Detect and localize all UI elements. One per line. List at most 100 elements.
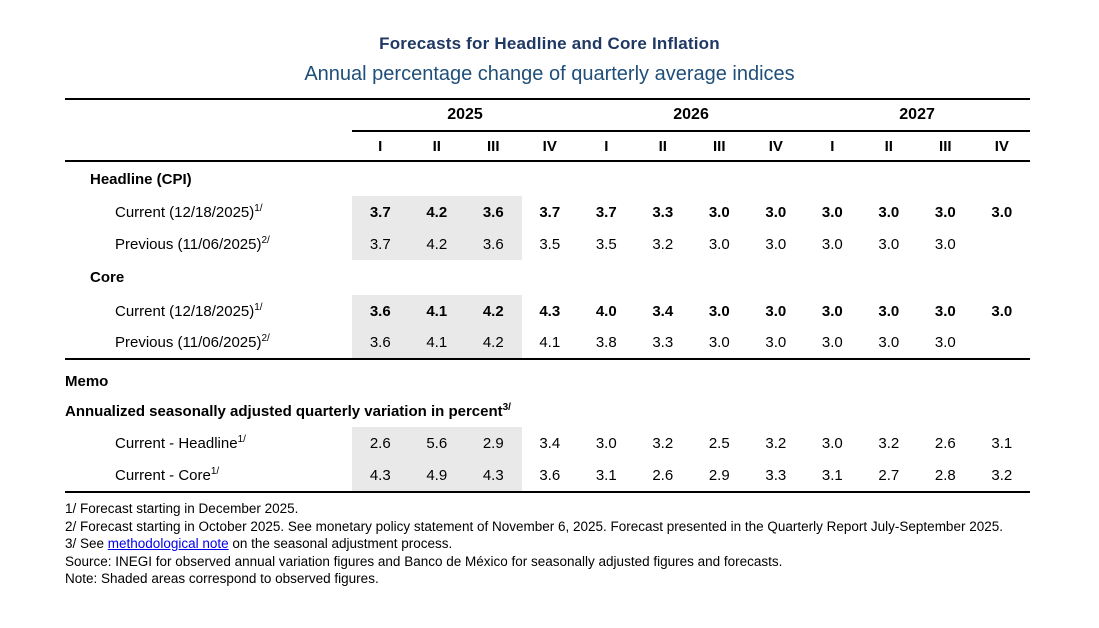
row-label: Current (12/18/2025)1/ [115, 301, 263, 320]
value-cell: 3.7 [595, 203, 617, 221]
quarter-header: II [432, 137, 441, 155]
quarter-header-row: I II III IV I II III IV I II III IV [65, 131, 1031, 161]
value-cell: 3.5 [595, 235, 617, 253]
value-cell: 3.0 [934, 334, 956, 351]
value-cell: 4.3 [539, 302, 561, 320]
value-cell: 3.6 [352, 327, 409, 359]
value-cell: 4.9 [408, 459, 465, 491]
table-row: Previous (11/06/2025)2/3.6 4.1 4.2 4.1 3.8 3.… [65, 327, 1030, 359]
value-cell: 3.6 [465, 196, 522, 228]
value-cell: 4.1 [539, 334, 561, 351]
section-label: Headline (CPI) [90, 170, 192, 188]
value-cell: 3.0 [878, 334, 900, 351]
value-cell: 3.5 [539, 235, 561, 253]
quarter-header: I [830, 137, 835, 155]
table-header: 2025 2026 2027 I II III IV I II III IV I II III IV [65, 99, 1031, 161]
value-cell: 3.0 [821, 434, 843, 452]
table-row: Previous (11/06/2025)2/3.7 4.2 3.6 3.5 3.5 3.… [65, 228, 1030, 260]
value-cell: 3.0 [765, 302, 787, 320]
value-cell: 3.6 [352, 295, 409, 327]
table-row: Current - Core1/4.3 4.9 4.3 3.6 3.1 2.6 2.9 3.3… [65, 459, 1030, 491]
value-cell: 2.7 [878, 466, 900, 484]
quarter-header: I [604, 137, 609, 155]
value-cell: 5.6 [408, 427, 465, 459]
footnote-3: 3/ See methodological note on the season… [65, 535, 1043, 553]
value-cell: 2.8 [934, 466, 956, 484]
value-cell: 3.3 [652, 334, 674, 351]
value-cell: 3.6 [465, 228, 522, 260]
value-cell: 3.0 [821, 334, 843, 351]
value-cell: 3.0 [991, 302, 1013, 320]
value-cell: 3.0 [934, 302, 956, 320]
value-cell: 3.0 [821, 302, 843, 320]
footnote-2: 2/ Forecast starting in October 2025. Se… [65, 518, 1003, 534]
row-label: Previous (11/06/2025)2/ [115, 234, 270, 253]
section-label: Core [90, 269, 125, 286]
value-cell: 4.0 [595, 302, 617, 320]
value-cell: 4.2 [465, 327, 522, 359]
quarter-header: IV [768, 137, 783, 155]
corner-blank [65, 131, 352, 161]
value-cell: 3.0 [708, 302, 730, 320]
table-row: Current (12/18/2025)1/3.6 4.1 4.2 4.3 4.0 3.4… [65, 295, 1030, 327]
value-cell: 3.1 [991, 434, 1013, 452]
quarter-header: I [378, 137, 383, 155]
value-cell: 2.6 [652, 466, 674, 484]
value-cell: 3.2 [765, 434, 787, 452]
value-cell: 3.7 [352, 228, 409, 260]
value-cell: 3.0 [991, 203, 1013, 221]
footnote-3-suffix: on the seasonal adjustment process. [228, 536, 453, 551]
value-cell: 3.3 [652, 203, 674, 221]
value-cell: 3.2 [652, 235, 674, 253]
value-cell: 3.0 [595, 434, 617, 452]
value-cell: 3.0 [765, 334, 787, 351]
value-cell: 3.0 [821, 203, 843, 221]
value-cell: 3.1 [821, 466, 843, 484]
value-cell: 3.0 [934, 203, 956, 221]
page-title: Forecasts for Headline and Core Inflatio… [379, 34, 720, 53]
value-cell: 2.6 [934, 434, 956, 452]
year-header-2026: 2026 [578, 99, 805, 132]
quarter-header: IV [994, 137, 1009, 155]
value-cell: 3.8 [595, 334, 617, 351]
value-cell: 3.4 [539, 434, 561, 452]
value-cell [974, 228, 1031, 260]
footnote-3-prefix: 3/ See [65, 536, 108, 551]
note-line: Note: Shaded areas correspond to observe… [65, 571, 379, 586]
value-cell: 3.0 [821, 235, 843, 253]
memo-label: Memo [65, 358, 1031, 396]
footnotes: 1/ Forecast starting in December 2025. 2… [65, 500, 1043, 588]
value-cell [974, 327, 1031, 359]
value-cell: 4.1 [408, 327, 465, 359]
page-subtitle: Annual percentage change of quarterly av… [304, 63, 795, 85]
table-row: Annualized seasonally adjusted quarterly… [65, 396, 1030, 427]
value-cell: 3.0 [765, 203, 787, 221]
table-row: Current - Headline1/2.6 5.6 2.9 3.4 3.0 3.2 2.… [65, 427, 1030, 459]
year-header-2027: 2027 [804, 99, 1031, 132]
row-label: Current - Headline1/ [115, 433, 246, 452]
value-cell: 3.0 [708, 235, 730, 253]
forecast-table: 2025 2026 2027 I II III IV I II III IV I II III IV Hea… [65, 98, 1031, 491]
footnote-1: 1/ Forecast starting in December 2025. [65, 501, 299, 516]
quarter-header: III [939, 137, 952, 155]
source-line: Source: INEGI for observed annual variat… [65, 553, 783, 569]
quarter-header: II [884, 137, 893, 155]
methodological-note-link[interactable]: methodological note [107, 536, 229, 551]
value-cell: 2.5 [708, 434, 730, 452]
memo-label: Annualized seasonally adjusted quarterly… [65, 402, 511, 421]
value-cell: 2.6 [352, 427, 409, 459]
quarter-header: III [486, 137, 500, 155]
value-cell: 3.2 [652, 434, 674, 452]
value-cell: 3.0 [934, 235, 956, 253]
row-label: Current (12/18/2025)1/ [115, 202, 263, 221]
value-cell: 3.4 [652, 302, 674, 320]
value-cell: 3.0 [765, 235, 787, 253]
quarter-header: III [713, 137, 726, 155]
value-cell: 4.1 [408, 295, 465, 327]
value-cell: 3.1 [595, 466, 617, 484]
row-label: Previous (11/06/2025)2/ [115, 333, 270, 352]
table-row: Current (12/18/2025)1/3.7 4.2 3.6 3.7 3.7 3.3… [65, 196, 1030, 228]
value-cell: 3.0 [708, 203, 730, 221]
value-cell: 3.0 [878, 302, 900, 320]
